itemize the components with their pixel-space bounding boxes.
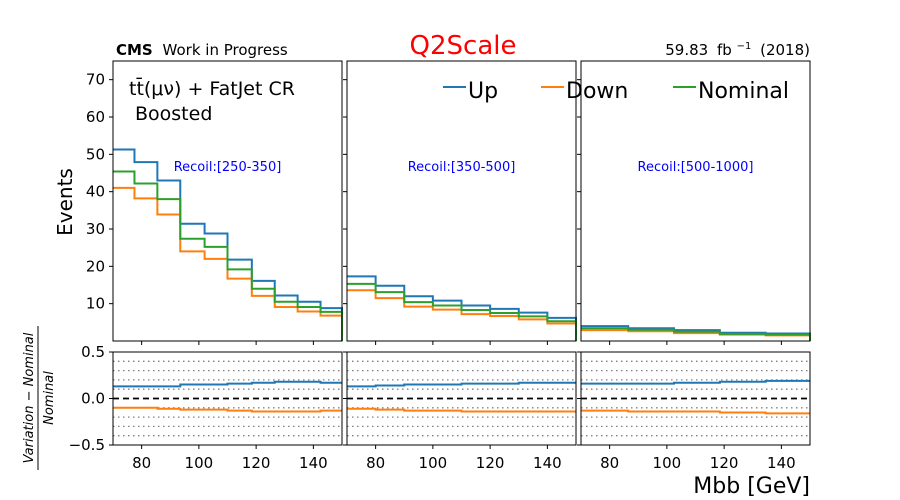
main-y-tick-label: 50	[86, 145, 105, 163]
main-y-tick-label: 40	[86, 183, 105, 201]
series-nominal-histogram	[347, 282, 577, 341]
recoil-bin-label: Recoil:[500-1000]	[638, 160, 754, 175]
ratio-up-histogram	[581, 379, 810, 385]
x-tick-label: 120	[476, 454, 505, 472]
cms-brand: CMS	[116, 41, 153, 59]
x-tick-label: 80	[366, 454, 385, 472]
ratio-down-histogram	[347, 407, 576, 413]
x-tick-label: 80	[132, 454, 151, 472]
cms-label: CMS Work in Progress	[116, 41, 288, 59]
region-process-label: tt̄(μν) + FatJet CR	[129, 76, 295, 100]
lumi-value: 59.83	[665, 41, 708, 59]
ratio-axis-denominator: Nominal	[42, 371, 57, 425]
legend-label-nominal: Nominal	[698, 79, 789, 104]
ratio-axis-title: Variation − Nominal Nominal	[22, 326, 57, 470]
recoil-bin-label: Recoil:[250-350]	[174, 160, 282, 175]
main-axes-frame	[580, 60, 811, 342]
ratio-axis-numerator: Variation − Nominal	[22, 332, 37, 463]
main-axes-frame	[346, 60, 577, 342]
x-tick-label: 100	[185, 454, 214, 472]
series-down-histogram	[113, 186, 343, 341]
ratio-up-histogram	[113, 380, 342, 388]
x-tick-label: 120	[242, 454, 271, 472]
x-tick-label: 100	[653, 454, 682, 472]
legend-label-down: Down	[566, 79, 628, 104]
ratio-y-tick-label: 0.0	[81, 390, 105, 408]
x-tick-label: 80	[600, 454, 619, 472]
x-tick-label: 140	[299, 454, 328, 472]
panel-1: Recoil:[250-350] 80 100 120 140 10 20 30 40 50 60 7…	[69, 60, 343, 472]
x-tick-label: 140	[767, 454, 796, 472]
main-y-tick-label: 60	[86, 108, 105, 126]
ratio-y-tick-label: 0.5	[81, 343, 105, 361]
main-y-tick-label: 10	[86, 295, 105, 313]
lumi-label: 59.83 fb −1 (2018)	[665, 35, 810, 59]
x-tick-label: 140	[533, 454, 562, 472]
ratio-down-histogram	[581, 409, 810, 415]
main-axes-frame	[112, 60, 343, 342]
lumi-unit: fb	[717, 41, 732, 59]
y-axis-title: Events	[53, 168, 77, 236]
lumi-year: (2018)	[760, 41, 810, 59]
panel-2: Recoil:[350-500] 80 100 120 140	[343, 60, 577, 472]
panels: Recoil:[250-350] 80 100 120 140 10 20 30 40 50 60 7…	[69, 60, 811, 472]
series-nominal-histogram	[581, 327, 811, 341]
chart-title: Q2Scale	[410, 31, 517, 61]
main-y-tick-label: 70	[86, 71, 105, 89]
legend-label-up: Up	[468, 79, 498, 104]
ratio-up-histogram	[347, 381, 576, 388]
recoil-bin-label: Recoil:[350-500]	[408, 160, 516, 175]
main-y-tick-label: 30	[86, 220, 105, 238]
lumi-exponent: −1	[737, 41, 752, 52]
main-y-tick-label: 20	[86, 257, 105, 275]
ratio-y-tick-label: −0.5	[69, 436, 105, 454]
region-category-label: Boosted	[135, 103, 212, 125]
x-tick-label: 100	[419, 454, 448, 472]
cms-status: Work in Progress	[163, 41, 288, 59]
x-tick-label: 120	[710, 454, 739, 472]
series-nominal-histogram	[113, 170, 343, 341]
legend: Up Down Nominal	[443, 79, 789, 104]
x-axis-title: Mbb [GeV]	[693, 474, 810, 499]
ratio-down-histogram	[113, 406, 342, 413]
panel-3: Recoil:[500-1000] 80 100 120 140	[577, 60, 811, 472]
